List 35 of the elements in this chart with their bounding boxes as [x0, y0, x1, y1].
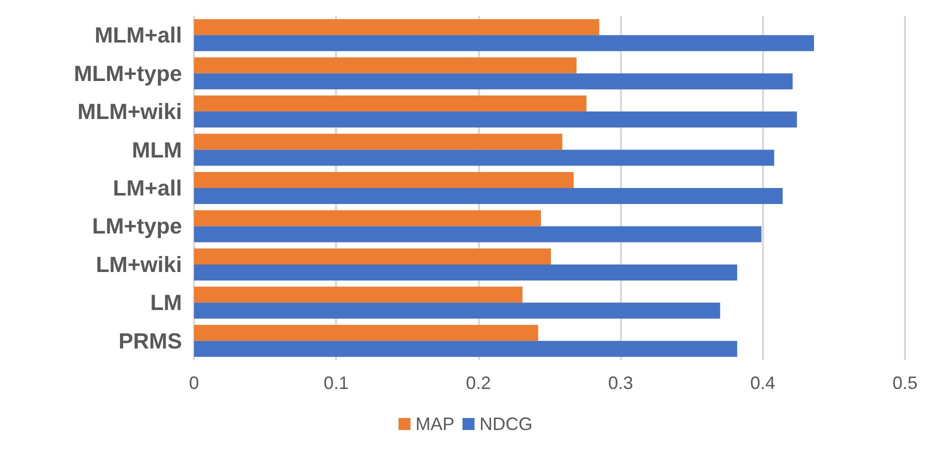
bar [194, 73, 793, 90]
bar [194, 96, 586, 112]
y-tick-label: MLM [132, 137, 182, 162]
bar [194, 188, 783, 204]
x-tick-label: 0.1 [324, 373, 349, 393]
bar [194, 324, 538, 341]
bar [194, 35, 814, 52]
y-tick-label: MLM+all [94, 22, 182, 48]
y-tick-label: LM+type [92, 214, 182, 239]
y-tick-label: LM+all [112, 176, 182, 200]
x-tick-label: 0.3 [608, 373, 634, 393]
bar [194, 134, 562, 150]
bar [194, 226, 762, 242]
legend-label: MAP [416, 414, 455, 434]
bar [194, 286, 522, 303]
bar [194, 112, 797, 128]
x-tick-label: 0.4 [750, 373, 776, 393]
bar [194, 302, 720, 319]
bar [194, 172, 574, 188]
y-tick-label: LM+wiki [96, 252, 182, 277]
x-tick-label: 0.2 [466, 373, 491, 393]
legend-label: NDCG [480, 414, 533, 434]
x-tick-label: 0.5 [892, 373, 918, 393]
x-tick-label: 0 [188, 373, 200, 393]
bar [194, 150, 774, 166]
bar [194, 340, 738, 357]
bar [194, 248, 551, 264]
y-tick-label: LM [150, 290, 182, 316]
y-tick-label: MLM+wiki [77, 99, 182, 124]
bar [194, 264, 738, 280]
bar [194, 19, 600, 36]
y-tick-label: MLM+type [74, 60, 182, 86]
y-tick-label: PRMS [118, 328, 182, 354]
bar [194, 210, 541, 226]
bar [194, 57, 577, 74]
